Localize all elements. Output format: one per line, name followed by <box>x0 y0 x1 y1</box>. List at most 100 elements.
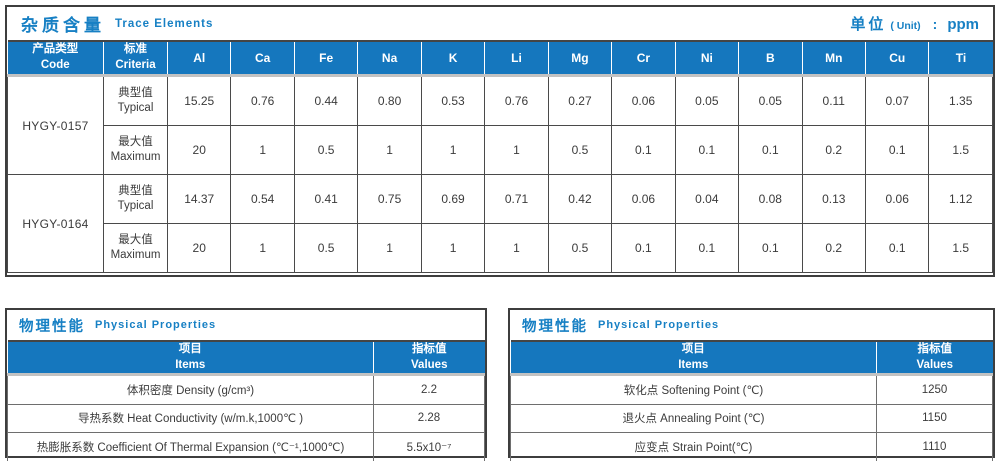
criteria-maximum-cell: 最大值 Maximum <box>103 223 168 273</box>
table-row: HYGY-0157 典型值 Typical 15.25 0.76 0.44 0.… <box>7 75 993 175</box>
property-item-cell: 应变点 Strain Point(℃) <box>510 432 877 461</box>
element-column-header: Li <box>484 40 549 77</box>
value-cell: 0.44 <box>293 75 359 126</box>
trace-title-en: Trace Elements <box>115 17 214 30</box>
column-header-items: 项目 Items <box>510 340 877 377</box>
trace-header-row: 产品类型 Code 标准 Criteria Al Ca Fe Na K Li M… <box>7 40 993 77</box>
value-cell: 1 <box>230 223 295 273</box>
value-cell: 0.1 <box>611 125 676 175</box>
unit-label-group: 单位 ( Unit) : ppm <box>850 13 979 34</box>
value-cell: 15.25 <box>166 75 232 126</box>
element-column-header: Na <box>357 40 422 77</box>
physical-properties-table-right: 项目 Items 指标值 Values 软化点 Softening Point … <box>510 340 993 461</box>
value-cell: 1 <box>420 223 486 273</box>
product-header-en: Code <box>40 59 70 71</box>
value-cell: 0.2 <box>801 125 866 175</box>
value-cell: 1 <box>230 125 295 175</box>
property-item-cell: 体积密度 Density (g/cm³) <box>7 374 374 405</box>
trace-title-zh: 杂质含量 <box>21 16 105 35</box>
element-column-header: Mg <box>547 40 612 77</box>
maximum-label-en: Maximum <box>110 249 161 261</box>
value-cell: 0.71 <box>484 174 549 224</box>
value-cell: 0.04 <box>674 174 740 224</box>
product-header-zh: 产品类型 <box>32 43 79 56</box>
unit-colon: : <box>932 16 938 32</box>
property-value-cell: 1250 <box>876 374 993 405</box>
value-cell: 0.5 <box>547 223 613 273</box>
value-cell: 0.75 <box>357 174 422 224</box>
unit-label-zh: 单位 <box>850 16 887 33</box>
value-cell: 0.1 <box>864 125 930 175</box>
property-item-cell: 退火点 Annealing Point (℃) <box>510 403 877 434</box>
element-column-header: Fe <box>293 40 358 77</box>
value-cell: 0.2 <box>801 223 866 273</box>
values-header-zh: 指标值 <box>412 343 447 355</box>
value-cell: 0.06 <box>864 174 930 224</box>
property-item-cell: 导热系数 Heat Conductivity (w/m.k,1000℃ ) <box>7 403 374 434</box>
property-value-cell: 1150 <box>876 403 993 434</box>
physical-right-title-en: Physical Properties <box>598 319 720 331</box>
element-column-header: Cr <box>611 40 676 77</box>
physical-right-header-row: 项目 Items 指标值 Values <box>510 340 993 377</box>
table-row: 最大值 Maximum 20 1 0.5 1 1 1 0.5 0.1 0.1 0… <box>8 223 993 273</box>
element-column-header: B <box>738 40 803 77</box>
property-value-cell: 2.28 <box>373 403 485 434</box>
property-value-cell: 5.5x10⁻⁷ <box>373 432 485 461</box>
element-column-header: Al <box>166 40 231 77</box>
trace-elements-title-bar: 杂质含量 Trace Elements 单位 ( Unit) : ppm <box>7 7 993 40</box>
element-column-header: Mn <box>801 40 866 77</box>
typical-label-en: Typical <box>117 102 154 114</box>
physical-right-title-bar: 物理性能 Physical Properties <box>510 310 993 340</box>
maximum-label-zh: 最大值 <box>118 136 153 149</box>
value-cell: 14.37 <box>166 174 232 224</box>
physical-left-title-zh: 物理性能 <box>19 318 85 335</box>
value-cell: 0.69 <box>420 174 486 224</box>
value-cell: 0.13 <box>801 174 866 224</box>
value-cell: 1 <box>357 125 422 175</box>
value-cell: 0.54 <box>230 174 295 224</box>
values-header-en: Values <box>411 358 448 371</box>
value-cell: 0.27 <box>547 75 613 126</box>
criteria-header-en: Criteria <box>115 59 156 71</box>
value-cell: 1 <box>420 125 486 175</box>
items-header-zh: 项目 <box>178 343 202 355</box>
column-header-product-code: 产品类型 Code <box>7 40 104 77</box>
criteria-typical-cell: 典型值 Typical <box>103 75 168 126</box>
value-cell: 0.1 <box>674 125 740 175</box>
values-header-zh: 指标值 <box>917 343 953 355</box>
physical-right-title-zh: 物理性能 <box>522 318 588 335</box>
table-row: 退火点 Annealing Point (℃) 1150 <box>510 403 993 434</box>
table-row: 热膨胀系数 Coefficient Of Thermal Expansion (… <box>7 432 485 461</box>
criteria-header-zh: 标准 <box>124 43 147 56</box>
value-cell: 20 <box>166 223 232 273</box>
values-header-en: Values <box>916 358 953 371</box>
value-cell: 1.35 <box>928 75 993 126</box>
table-row: 导热系数 Heat Conductivity (w/m.k,1000℃ ) 2.… <box>7 403 485 434</box>
value-cell: 20 <box>166 125 232 175</box>
maximum-label-en: Maximum <box>110 151 161 163</box>
typical-label-zh: 典型值 <box>118 185 153 198</box>
table-row: 软化点 Softening Point (℃) 1250 <box>510 374 993 405</box>
items-header-en: Items <box>678 358 709 371</box>
element-column-header: Cu <box>864 40 929 77</box>
criteria-maximum-cell: 最大值 Maximum <box>103 125 168 175</box>
value-cell: 0.5 <box>293 125 359 175</box>
value-cell: 0.11 <box>801 75 866 126</box>
physical-left-header-row: 项目 Items 指标值 Values <box>7 340 485 377</box>
criteria-typical-cell: 典型值 Typical <box>103 174 168 224</box>
value-cell: 0.1 <box>738 223 803 273</box>
physical-left-title-bar: 物理性能 Physical Properties <box>7 310 485 340</box>
property-item-cell: 热膨胀系数 Coefficient Of Thermal Expansion (… <box>7 432 374 461</box>
value-cell: 0.05 <box>738 75 803 126</box>
typical-label-zh: 典型值 <box>118 87 153 100</box>
value-cell: 0.5 <box>293 223 359 273</box>
value-cell: 0.76 <box>230 75 295 126</box>
items-header-en: Items <box>175 358 206 371</box>
table-row: 最大值 Maximum 20 1 0.5 1 1 1 0.5 0.1 0.1 0… <box>8 125 993 175</box>
value-cell: 1.5 <box>928 125 993 175</box>
product-code-cell: HYGY-0157 <box>7 75 104 175</box>
physical-left-title-en: Physical Properties <box>95 319 217 331</box>
value-cell: 0.41 <box>293 174 359 224</box>
value-cell: 0.53 <box>420 75 486 126</box>
value-cell: 1.5 <box>928 223 993 273</box>
